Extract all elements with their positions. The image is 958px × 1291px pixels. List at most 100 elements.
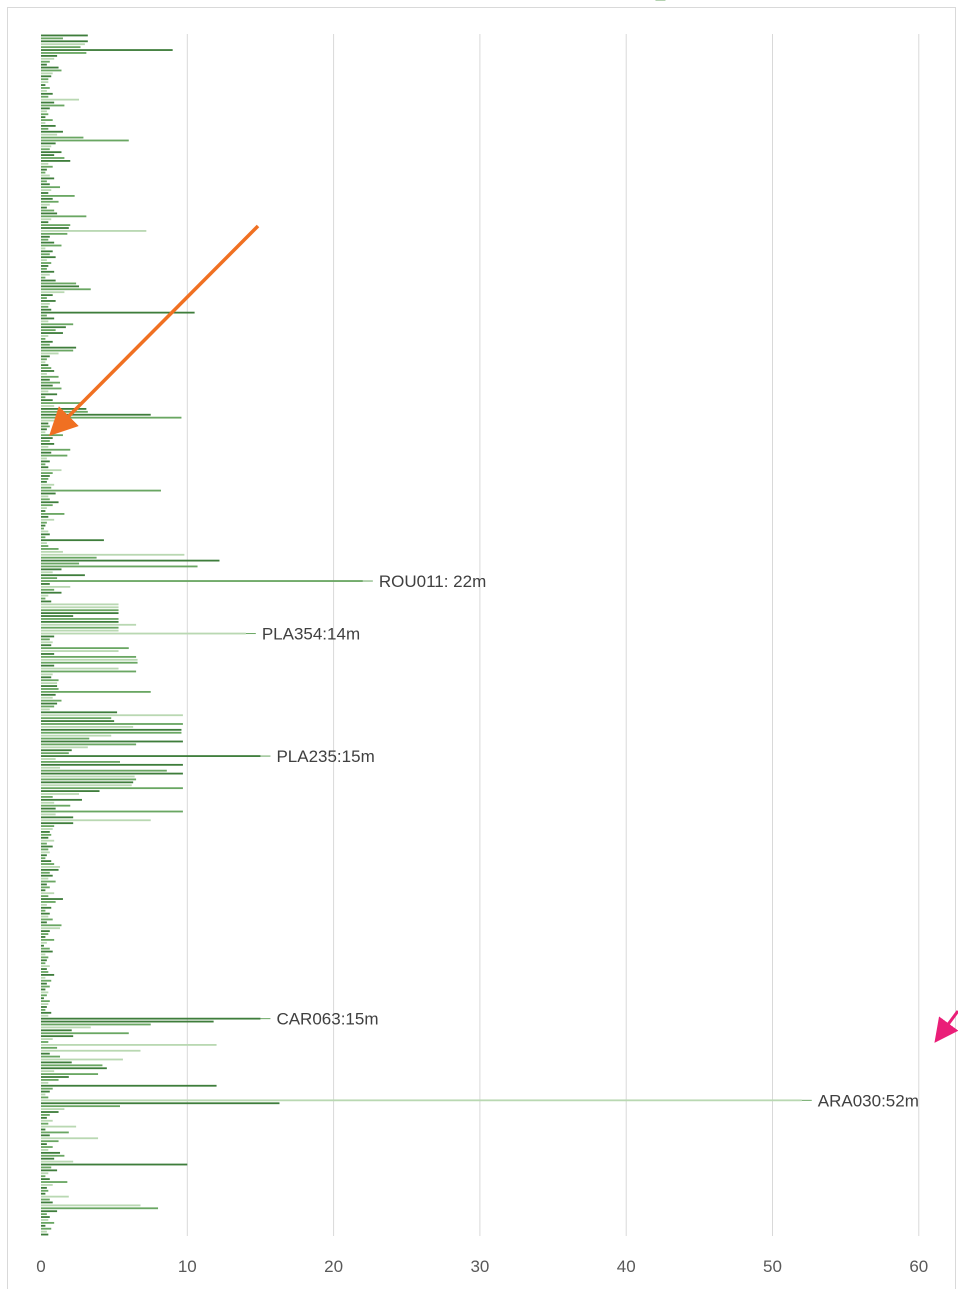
- bar: [41, 1093, 46, 1096]
- bar: [41, 685, 58, 687]
- bar: [41, 434, 63, 437]
- bar: [41, 270, 55, 273]
- bar: [41, 451, 52, 454]
- bar: [41, 667, 119, 670]
- bar: [41, 189, 52, 191]
- bar: [41, 1219, 49, 1221]
- bar: [41, 941, 47, 944]
- bar: [41, 676, 52, 679]
- bar: [41, 69, 62, 72]
- bar: [41, 63, 47, 66]
- bar: [41, 971, 49, 973]
- bar: [41, 186, 61, 189]
- bar: [41, 230, 147, 232]
- x-tick-label: 50: [763, 1257, 782, 1276]
- bar: [41, 1116, 47, 1119]
- bar: [41, 46, 81, 49]
- bar: [41, 968, 47, 970]
- bar: [41, 1230, 47, 1233]
- bar: [41, 407, 87, 410]
- bar: [41, 606, 119, 609]
- bar: [41, 597, 46, 600]
- bar: [41, 119, 53, 121]
- bar: [41, 133, 58, 136]
- bar: [41, 107, 50, 110]
- bar: [41, 1172, 49, 1175]
- bar: [41, 37, 63, 40]
- bar: [41, 1076, 69, 1078]
- bar: [41, 871, 50, 874]
- bar: [41, 1143, 47, 1146]
- bar: [41, 294, 53, 297]
- callout-leaders: [245, 0, 812, 1101]
- bar: [41, 235, 50, 238]
- bar: [41, 644, 52, 647]
- bar: [41, 57, 55, 60]
- bar: [41, 571, 53, 574]
- bar: [41, 664, 55, 667]
- bar: [41, 527, 44, 530]
- bar: [41, 655, 137, 658]
- bar: [41, 364, 49, 367]
- bar: [41, 151, 62, 154]
- bar: [41, 1146, 53, 1148]
- bar: [41, 221, 49, 224]
- callout-label: ROU011: 22m: [379, 572, 486, 591]
- bar: [41, 454, 68, 457]
- bar: [41, 903, 47, 906]
- bar: [41, 84, 46, 86]
- bar: [41, 979, 52, 982]
- bar: [41, 320, 49, 323]
- bar: [41, 402, 82, 404]
- bar: [41, 828, 53, 830]
- bar: [41, 883, 47, 886]
- bar: [41, 580, 363, 582]
- bar: [41, 936, 46, 938]
- bar: [41, 1073, 99, 1075]
- bar: [41, 262, 52, 264]
- bar: [41, 469, 62, 472]
- bar: [41, 43, 85, 46]
- bar: [41, 997, 44, 1000]
- bar: [41, 40, 88, 43]
- bar: [41, 1175, 46, 1178]
- bar: [41, 1137, 99, 1140]
- bar: [41, 1198, 50, 1201]
- bar: [41, 300, 56, 302]
- bar: [41, 930, 50, 933]
- bar: [41, 1061, 72, 1064]
- bar: [41, 857, 46, 860]
- bar: [41, 921, 47, 924]
- bar: [41, 533, 50, 536]
- bar: [41, 550, 63, 553]
- bar: [41, 177, 55, 180]
- bar: [41, 183, 50, 186]
- bar: [41, 1070, 55, 1073]
- bar: [41, 1090, 50, 1093]
- bar: [41, 475, 50, 477]
- bar: [41, 122, 46, 124]
- bar: [41, 370, 55, 372]
- bar: [41, 1149, 49, 1151]
- bar: [41, 1204, 141, 1207]
- bar: [41, 504, 53, 507]
- bar: [41, 772, 183, 775]
- bar: [41, 1192, 46, 1195]
- bar: [41, 253, 50, 256]
- bar: [41, 498, 50, 501]
- bar: [41, 486, 52, 489]
- bar: [41, 250, 53, 253]
- bar: [41, 416, 182, 419]
- bar: [41, 349, 74, 352]
- bar: [41, 787, 183, 790]
- bar: [41, 302, 50, 305]
- bar: [41, 574, 85, 577]
- bar: [41, 378, 50, 381]
- bar: [41, 1084, 217, 1087]
- bar: [41, 174, 50, 177]
- bar: [41, 200, 59, 203]
- bar: [41, 714, 183, 717]
- bar: [41, 889, 46, 892]
- bar: [41, 807, 56, 810]
- bar: [41, 282, 77, 285]
